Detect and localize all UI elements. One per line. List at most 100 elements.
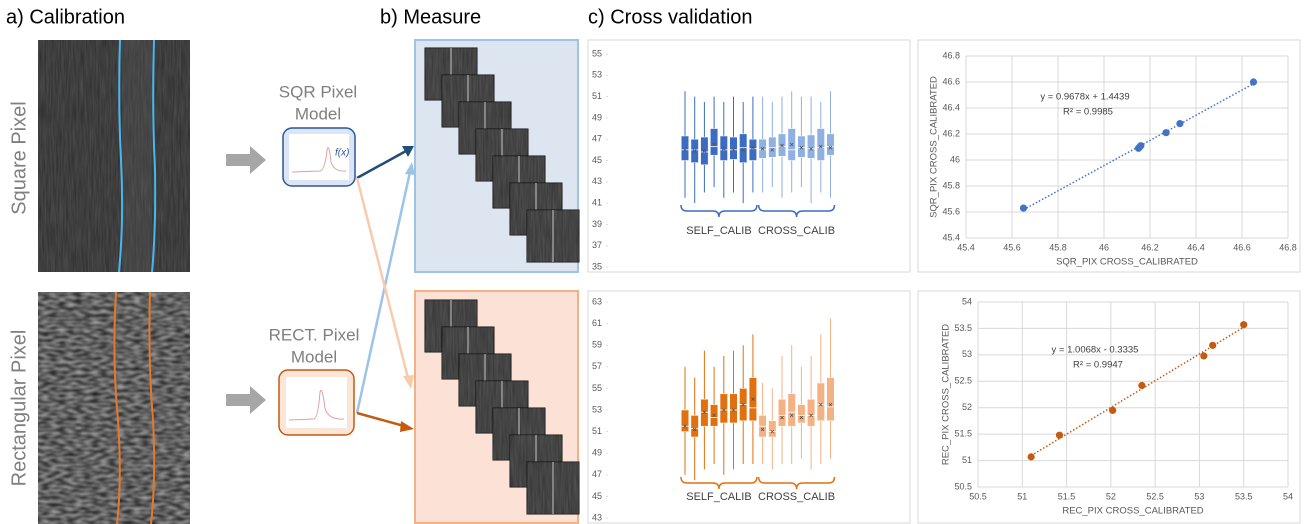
x-axis-title: REC_PIX CROSS_CALIBRATED bbox=[1062, 506, 1203, 517]
point bbox=[1209, 341, 1217, 349]
mean bbox=[828, 402, 833, 407]
box bbox=[816, 128, 825, 161]
mean bbox=[683, 424, 687, 428]
y-axis-title: SQR_PIX CROSS_CALIBRATED bbox=[929, 76, 940, 218]
point bbox=[1109, 406, 1117, 414]
y-tick-label: 46.2 bbox=[942, 128, 960, 138]
mean bbox=[712, 142, 716, 147]
mean bbox=[799, 415, 804, 420]
y-tick-label: 45.8 bbox=[942, 180, 960, 190]
point bbox=[1019, 204, 1028, 212]
point bbox=[1249, 78, 1258, 86]
mean bbox=[702, 410, 707, 414]
brace bbox=[680, 204, 758, 218]
box bbox=[681, 135, 689, 161]
mean bbox=[780, 415, 784, 420]
y-tick-label: 57 bbox=[592, 361, 602, 371]
mean bbox=[741, 402, 745, 407]
point bbox=[1138, 381, 1146, 390]
panel-label: a) Calibration bbox=[6, 6, 125, 28]
y-tick-label: 55 bbox=[592, 48, 602, 58]
mean bbox=[683, 148, 687, 152]
model-label: RECT. Pixel bbox=[269, 325, 360, 344]
box bbox=[729, 393, 738, 424]
y-tick-label: 51 bbox=[592, 91, 602, 101]
point bbox=[1176, 120, 1184, 128]
box bbox=[816, 382, 825, 422]
mean bbox=[751, 145, 755, 150]
box bbox=[778, 398, 786, 427]
y-tick-label: 50.5 bbox=[954, 481, 972, 491]
point bbox=[1240, 321, 1248, 329]
box bbox=[719, 393, 728, 424]
calibration-image bbox=[38, 291, 190, 524]
y-tick-label: 39 bbox=[592, 219, 602, 229]
box bbox=[797, 404, 806, 424]
annotation: R² = 0.9947 bbox=[1073, 360, 1123, 371]
point bbox=[1027, 453, 1035, 461]
y-tick-label: 35 bbox=[592, 261, 602, 271]
y-tick-label: 45 bbox=[592, 491, 602, 501]
box bbox=[807, 398, 816, 427]
x-tick-label: 45.6 bbox=[1003, 242, 1021, 252]
model-label: Model bbox=[291, 347, 337, 366]
x-axis-title: SQR_PIX CROSS_CALIBRATED bbox=[1056, 257, 1198, 268]
y-tick-label: 53.5 bbox=[954, 323, 972, 333]
mean bbox=[819, 144, 823, 149]
y-tick-label: 54 bbox=[962, 296, 972, 306]
y-tick-label: 49 bbox=[592, 112, 602, 122]
y-axis-title: REC_PIX CROSS_CALIBRATED bbox=[941, 324, 952, 465]
mean bbox=[751, 397, 755, 401]
model-icon bbox=[278, 369, 355, 436]
x-tick-label: 46 bbox=[1099, 242, 1109, 252]
box bbox=[787, 393, 796, 427]
mean bbox=[760, 147, 765, 151]
y-tick-label: 52 bbox=[962, 402, 972, 412]
x-tick-label: 51 bbox=[1017, 491, 1027, 501]
annotation: y = 0.9678x + 1.4439 bbox=[1040, 92, 1129, 103]
x-tick-label: 51.5 bbox=[1058, 491, 1076, 501]
mean bbox=[760, 427, 765, 432]
model-formula: f(x) bbox=[335, 148, 349, 159]
mean bbox=[828, 145, 833, 150]
group-label: CROSS_CALIB bbox=[758, 491, 835, 503]
x-tick-label: 52.5 bbox=[1146, 491, 1164, 501]
mean bbox=[692, 427, 697, 432]
point bbox=[1136, 143, 1144, 151]
trendline bbox=[1030, 326, 1245, 457]
chart-frame bbox=[917, 290, 1301, 524]
x-tick-label: 53 bbox=[1194, 491, 1204, 501]
box bbox=[739, 133, 748, 163]
mean bbox=[712, 413, 716, 418]
box bbox=[807, 134, 816, 159]
y-tick-label: 53 bbox=[592, 70, 602, 80]
box bbox=[690, 415, 699, 438]
box bbox=[826, 377, 835, 422]
y-tick-label: 51 bbox=[962, 455, 972, 465]
mean bbox=[731, 148, 736, 152]
point bbox=[1200, 352, 1208, 360]
x-tick-label: 53.5 bbox=[1235, 491, 1253, 501]
y-tick-label: 41 bbox=[592, 197, 602, 207]
mean bbox=[741, 148, 745, 152]
x-tick-label: 46.2 bbox=[1141, 242, 1159, 252]
row-label: Rectangular Pixel bbox=[8, 330, 30, 487]
box bbox=[748, 138, 757, 161]
y-tick-label: 45.4 bbox=[942, 232, 960, 242]
panel-label: c) Cross validation bbox=[588, 6, 753, 28]
point bbox=[1055, 431, 1064, 439]
y-tick-label: 46.8 bbox=[942, 50, 960, 60]
y-tick-label: 43 bbox=[592, 176, 602, 186]
y-tick-label: 45 bbox=[592, 155, 602, 165]
y-tick-label: 59 bbox=[592, 340, 602, 350]
mean bbox=[692, 149, 697, 153]
box bbox=[710, 128, 719, 156]
box bbox=[768, 420, 777, 438]
mean bbox=[789, 413, 794, 418]
chart-frame bbox=[917, 39, 1301, 273]
y-tick-label: 46.6 bbox=[942, 76, 960, 86]
y-tick-label: 37 bbox=[592, 240, 602, 250]
arrow bbox=[226, 146, 266, 174]
connector bbox=[355, 146, 415, 432]
